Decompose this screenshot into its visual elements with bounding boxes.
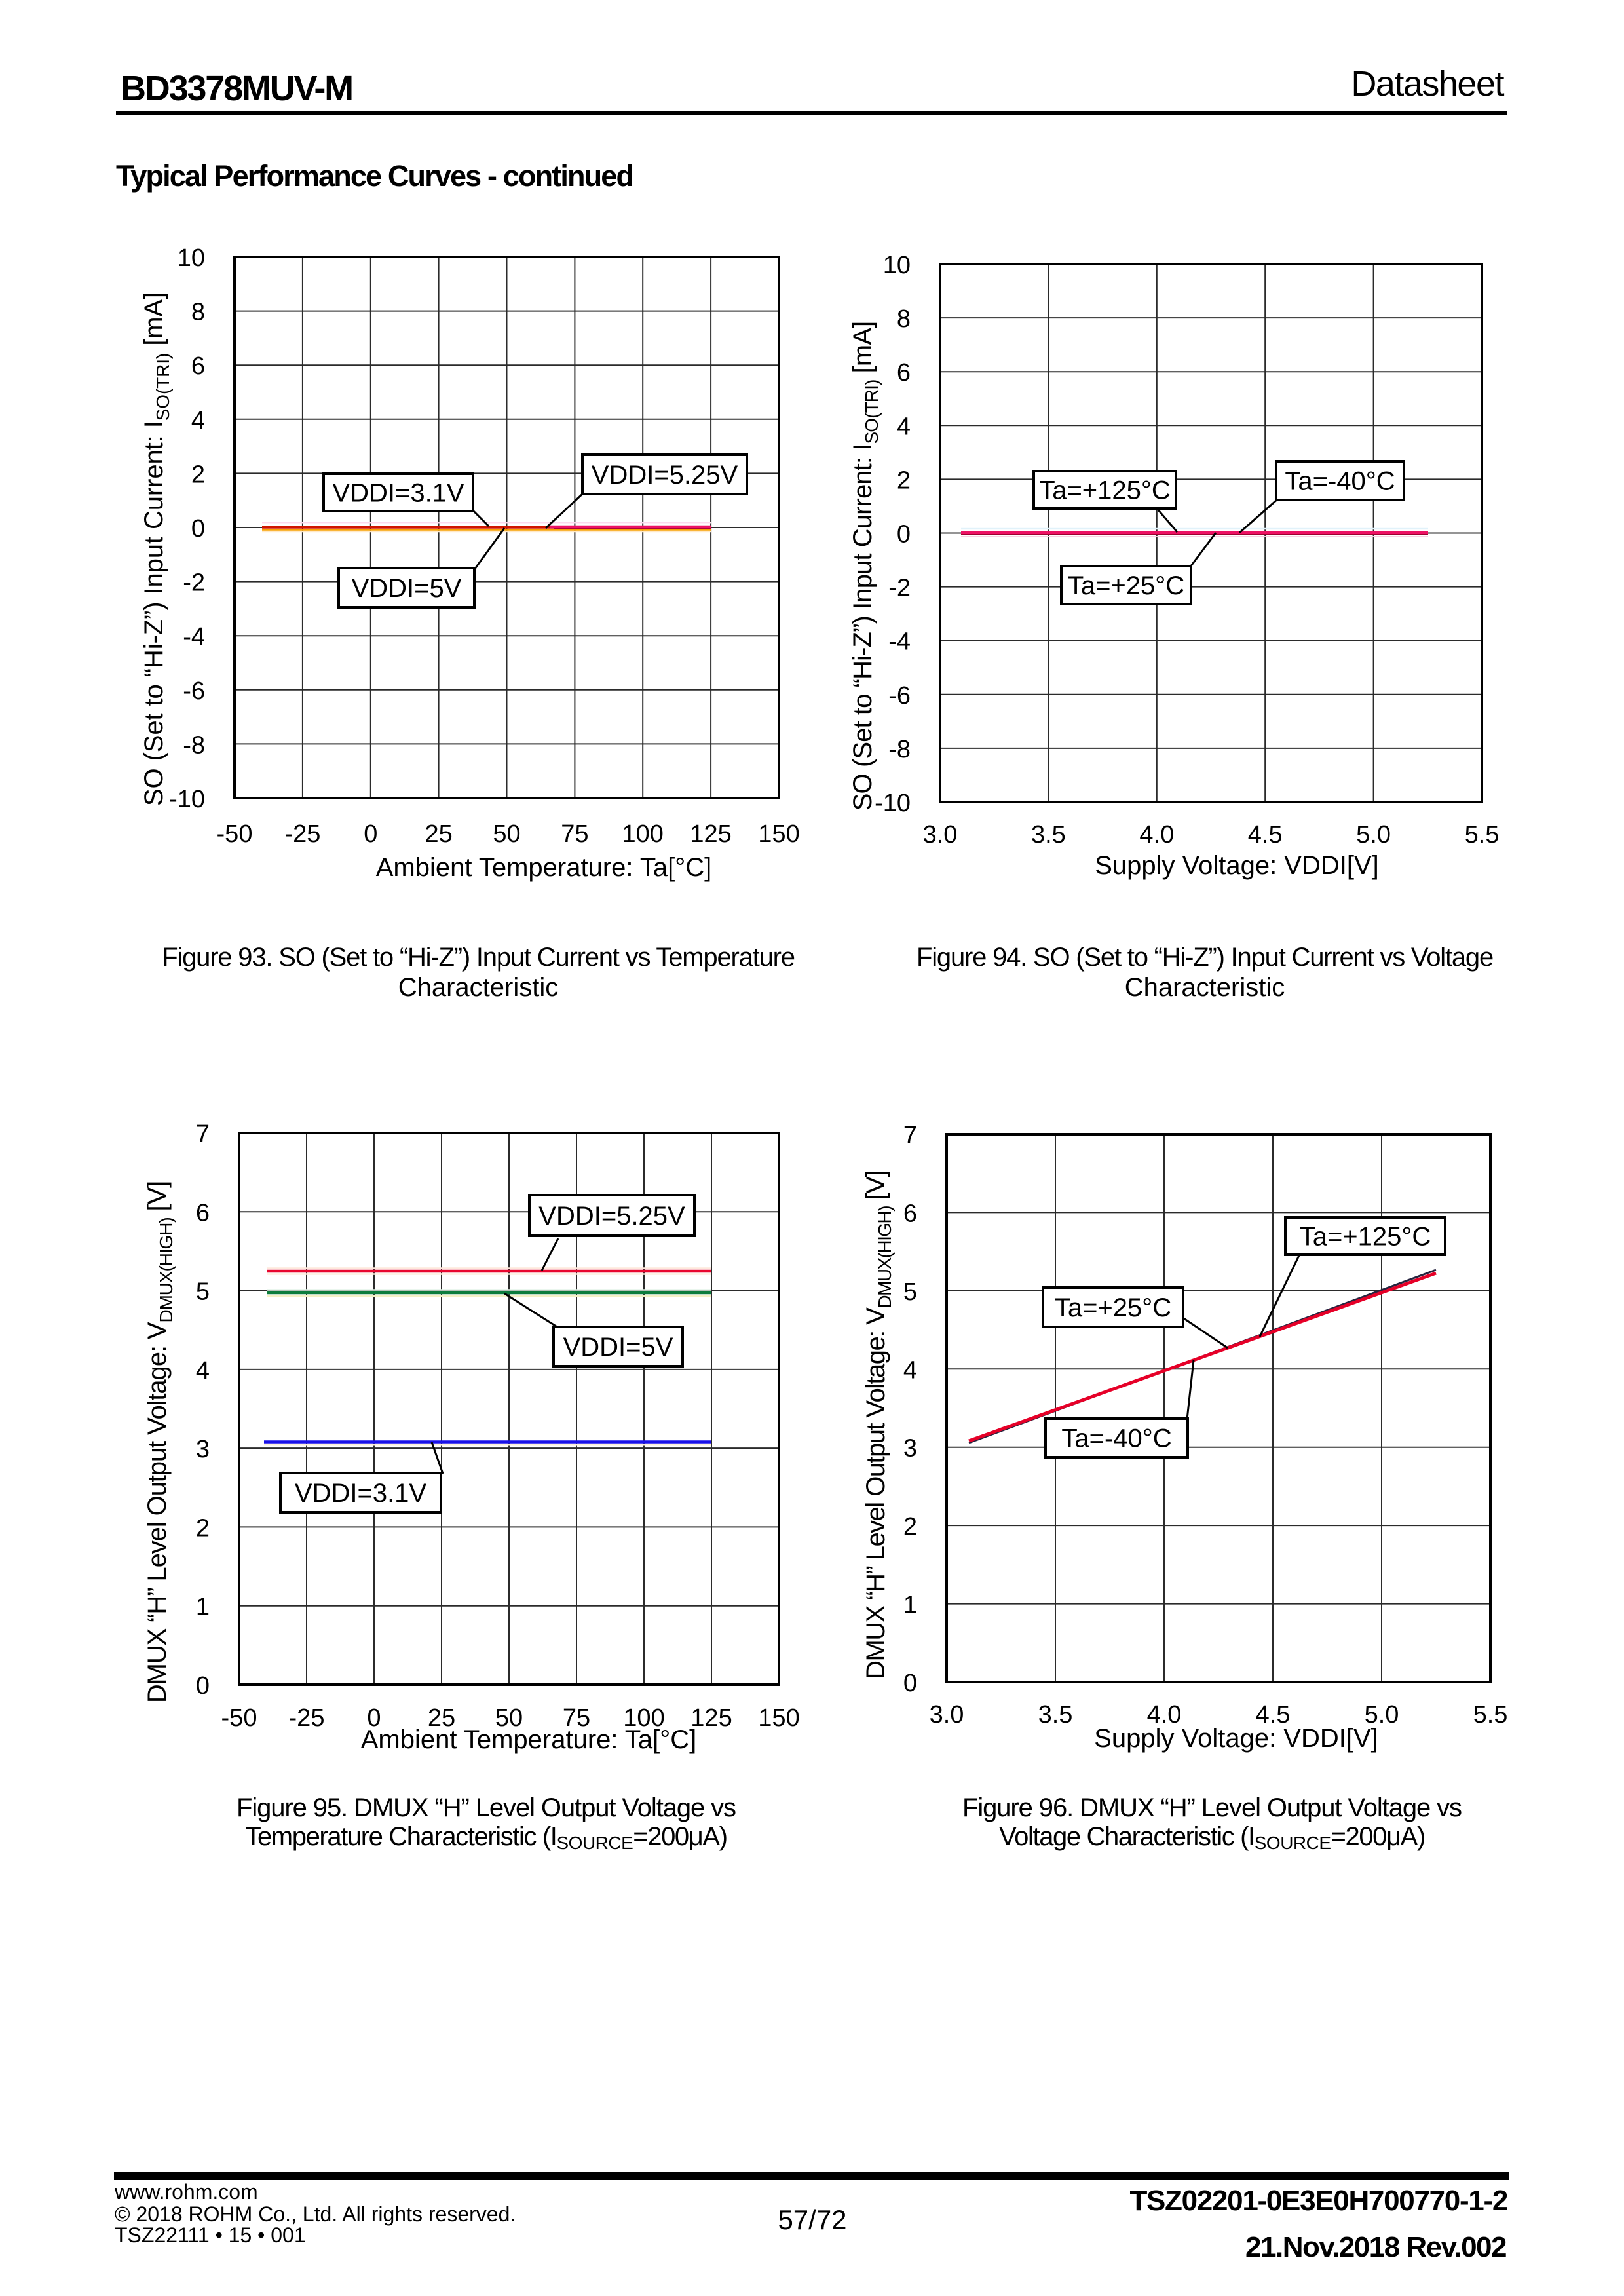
svg-text:-8: -8	[888, 736, 911, 763]
svg-text:4: 4	[191, 407, 205, 434]
svg-text:0: 0	[196, 1672, 210, 1700]
svg-text:Ta=+25°C: Ta=+25°C	[1055, 1293, 1171, 1322]
svg-text:10: 10	[178, 244, 205, 272]
svg-text:Ambient Temperature: Ta[°C]: Ambient Temperature: Ta[°C]	[376, 853, 712, 882]
svg-text:4.5: 4.5	[1248, 821, 1283, 849]
svg-text:DMUX “H” Level Output Voltage:: DMUX “H” Level Output Voltage: VDMUX(HIG…	[861, 1171, 895, 1679]
svg-text:2: 2	[903, 1513, 917, 1540]
svg-text:0: 0	[191, 515, 205, 543]
svg-text:0: 0	[364, 820, 377, 848]
svg-text:50: 50	[493, 820, 520, 848]
svg-text:5: 5	[903, 1278, 917, 1306]
svg-text:1: 1	[903, 1592, 917, 1619]
svg-text:2: 2	[196, 1514, 210, 1542]
svg-text:6: 6	[191, 353, 205, 380]
svg-text:SO (Set to “Hi-Z”) Input Curre: SO (Set to “Hi-Z”) Input Current: ISO(TR…	[140, 292, 173, 806]
svg-text:-6: -6	[888, 682, 911, 710]
svg-text:Ta=+125°C: Ta=+125°C	[1300, 1223, 1431, 1252]
svg-text:6: 6	[903, 1200, 917, 1227]
svg-text:125: 125	[690, 1704, 732, 1732]
svg-text:3: 3	[196, 1436, 210, 1463]
svg-text:6: 6	[897, 359, 911, 387]
svg-text:6: 6	[196, 1199, 210, 1227]
svg-text:DMUX “H” Level Output Voltage:: DMUX “H” Level Output Voltage: VDMUX(HIG…	[143, 1181, 176, 1703]
svg-text:Ambient Temperature: Ta[°C]: Ambient Temperature: Ta[°C]	[361, 1725, 697, 1754]
svg-text:75: 75	[563, 1704, 590, 1732]
svg-text:8: 8	[191, 299, 205, 326]
svg-text:VDDI=5.25V: VDDI=5.25V	[592, 461, 738, 489]
svg-text:-25: -25	[289, 1704, 325, 1732]
svg-text:150: 150	[758, 820, 799, 848]
svg-text:1: 1	[196, 1594, 210, 1621]
svg-text:-10: -10	[169, 786, 205, 813]
svg-text:5.5: 5.5	[1473, 1701, 1508, 1729]
svg-text:Supply Voltage: VDDI[V]: Supply Voltage: VDDI[V]	[1095, 851, 1379, 880]
svg-text:-50: -50	[217, 820, 253, 848]
svg-text:-2: -2	[888, 575, 911, 602]
svg-text:Ta=-40°C: Ta=-40°C	[1285, 467, 1395, 496]
svg-text:125: 125	[690, 820, 731, 848]
svg-text:0: 0	[367, 1704, 381, 1732]
svg-text:2: 2	[897, 467, 911, 494]
svg-text:5.0: 5.0	[1356, 821, 1391, 849]
svg-text:-50: -50	[221, 1704, 257, 1732]
svg-text:7: 7	[196, 1120, 210, 1148]
svg-text:Ta=+125°C: Ta=+125°C	[1039, 476, 1171, 505]
svg-text:4: 4	[903, 1356, 917, 1384]
svg-text:Ta=+25°C: Ta=+25°C	[1068, 571, 1184, 600]
svg-text:3.0: 3.0	[930, 1701, 964, 1729]
svg-text:-8: -8	[183, 731, 205, 759]
svg-text:4.0: 4.0	[1147, 1701, 1182, 1729]
svg-text:75: 75	[561, 820, 588, 848]
svg-text:5.0: 5.0	[1365, 1701, 1399, 1729]
svg-text:50: 50	[495, 1704, 523, 1732]
svg-text:3.0: 3.0	[923, 821, 958, 849]
svg-text:VDDI=5V: VDDI=5V	[352, 574, 462, 603]
svg-text:5.5: 5.5	[1465, 821, 1500, 849]
svg-text:-4: -4	[888, 628, 911, 656]
svg-text:VDDI=3.1V: VDDI=3.1V	[295, 1479, 427, 1508]
svg-text:-6: -6	[183, 678, 205, 705]
svg-text:Supply Voltage: VDDI[V]: Supply Voltage: VDDI[V]	[1094, 1724, 1378, 1753]
svg-text:5: 5	[196, 1278, 210, 1306]
svg-text:7: 7	[903, 1122, 917, 1149]
svg-text:3.5: 3.5	[1038, 1701, 1073, 1729]
svg-text:2: 2	[191, 461, 205, 488]
svg-text:-4: -4	[183, 623, 205, 651]
svg-text:100: 100	[623, 1704, 664, 1732]
svg-text:3.5: 3.5	[1031, 821, 1066, 849]
svg-text:100: 100	[622, 820, 663, 848]
svg-text:VDDI=5.25V: VDDI=5.25V	[538, 1202, 685, 1231]
svg-text:3: 3	[903, 1435, 917, 1463]
svg-text:0: 0	[897, 521, 911, 548]
svg-text:0: 0	[903, 1670, 917, 1697]
svg-text:VDDI=3.1V: VDDI=3.1V	[332, 479, 464, 508]
svg-text:-10: -10	[875, 790, 911, 817]
svg-text:VDDI=5V: VDDI=5V	[563, 1333, 673, 1362]
svg-text:10: 10	[883, 252, 911, 279]
svg-text:25: 25	[425, 820, 452, 848]
svg-text:SO (Set to “Hi-Z”) Input Curre: SO (Set to “Hi-Z”) Input Current: ISO(TR…	[848, 322, 882, 811]
svg-text:-25: -25	[284, 820, 320, 848]
svg-text:25: 25	[428, 1704, 455, 1732]
svg-text:Ta=-40°C: Ta=-40°C	[1061, 1425, 1171, 1453]
svg-text:8: 8	[897, 305, 911, 333]
svg-text:4: 4	[897, 413, 911, 440]
svg-text:4.5: 4.5	[1256, 1701, 1291, 1729]
svg-text:-2: -2	[183, 569, 205, 597]
svg-text:4.0: 4.0	[1139, 821, 1174, 849]
svg-text:4: 4	[196, 1357, 210, 1385]
svg-text:150: 150	[758, 1704, 799, 1732]
